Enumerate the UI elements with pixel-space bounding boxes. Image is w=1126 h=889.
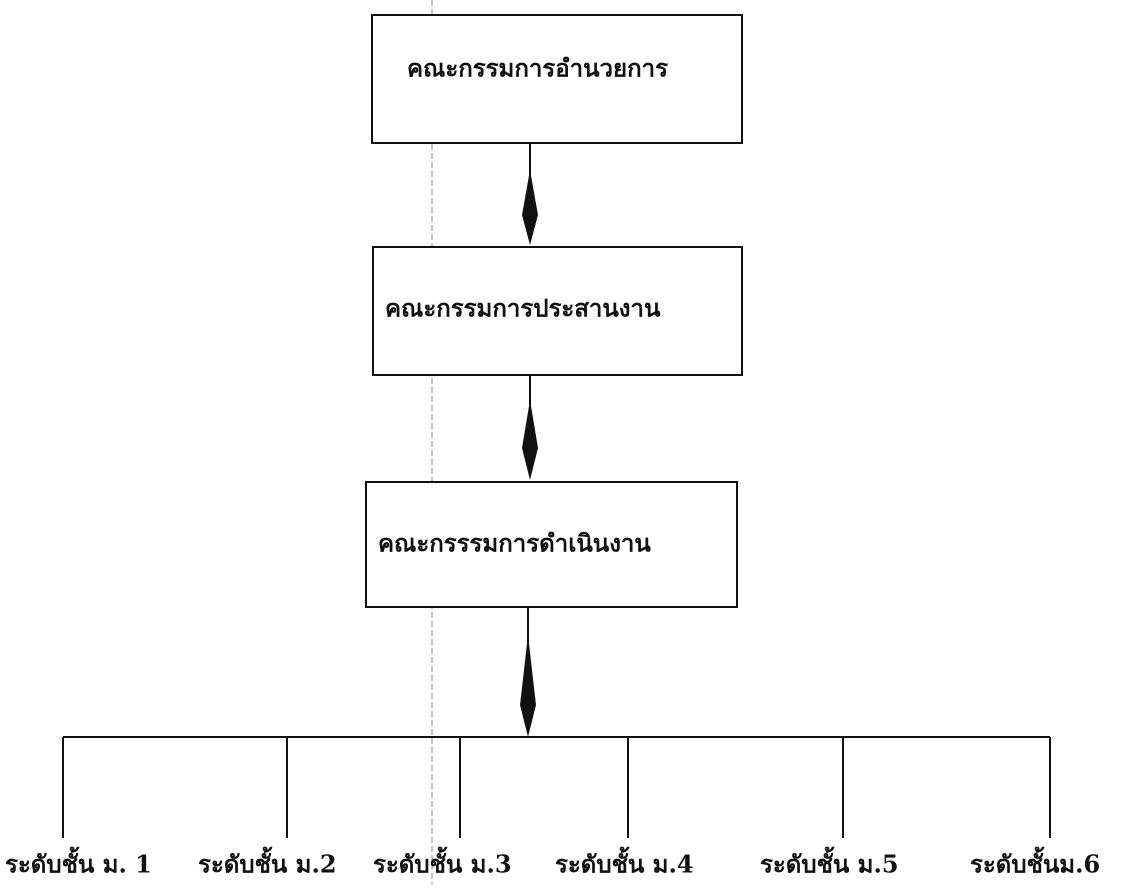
level-label: ระดับชั้น ม. 1 (5, 846, 152, 879)
level-label: ระดับชั้น ม.3 (373, 846, 512, 879)
node-label: คณะกรรมการประสานงาน (385, 294, 661, 323)
arrow (522, 375, 538, 480)
arrow (520, 607, 536, 737)
node-label: คณะกรรรมการดำเนินงาน (378, 529, 651, 558)
level-label: ระดับชั้น ม.4 (555, 846, 694, 879)
node-label: คณะกรรมการอำนวยการ (407, 54, 668, 83)
node-box (372, 246, 743, 376)
level-label: ระดับชั้น ม.2 (198, 846, 337, 879)
level-label: ระดับชั้น ม.5 (760, 846, 899, 879)
node-box (371, 14, 743, 144)
arrow (522, 143, 538, 245)
level-label: ระดับชั้นม.6 (970, 846, 1100, 879)
node-box (365, 481, 738, 608)
